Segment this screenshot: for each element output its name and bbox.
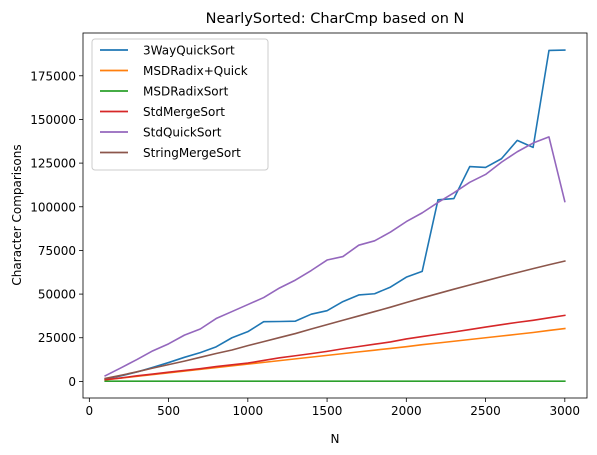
y-tick-label: 50000: [38, 288, 76, 302]
x-tick-label: 3000: [550, 404, 581, 418]
y-tick-label: 25000: [38, 331, 76, 345]
legend-label: 3WayQuickSort: [143, 44, 235, 58]
x-tick-label: 2500: [470, 404, 501, 418]
y-tick-label: 125000: [30, 157, 76, 171]
series-line-stdquicksort: [104, 136, 566, 377]
series-line-stringmergesort: [104, 260, 566, 380]
legend-label: MSDRadix+Quick: [143, 64, 248, 78]
y-tick-label: 75000: [38, 244, 76, 258]
y-tick-label: 150000: [30, 113, 76, 127]
legend: 3WayQuickSort MSDRadix+Quick MSDRadixSort S…: [91, 38, 269, 171]
x-axis-label: N: [331, 432, 340, 446]
series-line-stdmergesort: [104, 314, 566, 381]
x-tick-label: 0: [86, 404, 94, 418]
x-tick-label: 1000: [233, 404, 264, 418]
legend-box: [91, 38, 269, 171]
y-tick-label: 0: [68, 375, 76, 389]
x-tick-label: 1500: [312, 404, 343, 418]
y-tick-label: 100000: [30, 200, 76, 214]
plot-frame: [82, 32, 588, 399]
y-tick-label: 175000: [30, 69, 76, 83]
y-axis-label: Character Comparisons: [10, 144, 24, 285]
x-tick-label: 2000: [391, 404, 422, 418]
legend-label: MSDRadixSort: [143, 85, 229, 99]
legend-label: StringMergeSort: [143, 146, 241, 160]
legend-label: StdQuickSort: [143, 126, 222, 140]
chart-title: NearlySorted: CharCmp based on N: [206, 11, 465, 27]
legend-label: StdMergeSort: [143, 105, 225, 119]
x-tick-label: 500: [157, 404, 180, 418]
series-line-3wayquicksort: [104, 49, 566, 380]
